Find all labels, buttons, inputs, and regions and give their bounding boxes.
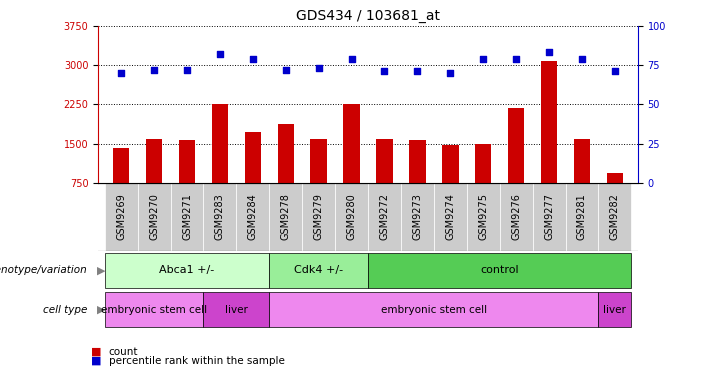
Bar bbox=[245, 132, 261, 183]
Bar bbox=[467, 183, 500, 251]
Bar bbox=[540, 61, 557, 183]
Bar bbox=[311, 139, 327, 183]
Text: genotype/variation: genotype/variation bbox=[0, 265, 88, 275]
Bar bbox=[203, 292, 269, 328]
Bar bbox=[475, 144, 491, 183]
Bar bbox=[146, 138, 163, 183]
Bar bbox=[236, 183, 269, 251]
Bar bbox=[203, 183, 236, 251]
Bar bbox=[343, 104, 360, 183]
Bar bbox=[368, 183, 401, 251]
Text: Abca1 +/-: Abca1 +/- bbox=[159, 265, 215, 275]
Bar bbox=[179, 139, 196, 183]
Bar bbox=[137, 183, 170, 251]
Text: GSM9270: GSM9270 bbox=[149, 194, 159, 240]
Bar bbox=[278, 124, 294, 183]
Bar bbox=[606, 173, 623, 183]
Point bbox=[280, 67, 292, 73]
Bar bbox=[599, 292, 632, 328]
Text: GSM9272: GSM9272 bbox=[379, 193, 390, 240]
Bar bbox=[368, 253, 632, 288]
Text: GSM9271: GSM9271 bbox=[182, 194, 192, 240]
Bar bbox=[104, 183, 137, 251]
Point bbox=[149, 67, 160, 73]
Point bbox=[609, 68, 620, 74]
Text: liver: liver bbox=[225, 305, 248, 315]
Text: GSM9281: GSM9281 bbox=[577, 194, 587, 240]
Bar bbox=[533, 183, 566, 251]
Text: GSM9282: GSM9282 bbox=[610, 194, 620, 240]
Text: GSM9275: GSM9275 bbox=[478, 193, 488, 240]
Bar bbox=[212, 104, 228, 183]
Bar bbox=[335, 183, 368, 251]
Text: embryonic stem cell: embryonic stem cell bbox=[101, 305, 207, 315]
Bar bbox=[376, 139, 393, 183]
Point bbox=[510, 56, 522, 61]
Title: GDS434 / 103681_at: GDS434 / 103681_at bbox=[296, 9, 440, 23]
Bar bbox=[269, 253, 368, 288]
Text: percentile rank within the sample: percentile rank within the sample bbox=[109, 355, 285, 366]
Text: liver: liver bbox=[604, 305, 626, 315]
Bar bbox=[508, 108, 524, 183]
Text: GSM9276: GSM9276 bbox=[511, 194, 521, 240]
Text: ▶: ▶ bbox=[97, 265, 106, 275]
Point bbox=[379, 68, 390, 74]
Text: GSM9274: GSM9274 bbox=[445, 194, 456, 240]
Point bbox=[313, 65, 325, 71]
Bar bbox=[409, 140, 426, 183]
Bar bbox=[113, 148, 130, 183]
Text: ▶: ▶ bbox=[97, 305, 106, 315]
Bar bbox=[170, 183, 203, 251]
Bar bbox=[104, 292, 203, 328]
Text: GSM9277: GSM9277 bbox=[544, 193, 554, 240]
Text: GSM9269: GSM9269 bbox=[116, 194, 126, 240]
Text: GSM9280: GSM9280 bbox=[346, 194, 357, 240]
Text: GSM9273: GSM9273 bbox=[412, 194, 423, 240]
Text: ■: ■ bbox=[91, 347, 102, 357]
Bar bbox=[442, 145, 458, 183]
Point bbox=[116, 70, 127, 76]
Bar bbox=[269, 292, 599, 328]
Text: cell type: cell type bbox=[43, 305, 88, 315]
Bar bbox=[401, 183, 434, 251]
Text: count: count bbox=[109, 347, 138, 357]
Text: embryonic stem cell: embryonic stem cell bbox=[381, 305, 487, 315]
Text: GSM9279: GSM9279 bbox=[313, 194, 324, 240]
Bar bbox=[104, 253, 269, 288]
Bar bbox=[566, 183, 599, 251]
Text: GSM9284: GSM9284 bbox=[248, 194, 258, 240]
Point bbox=[477, 56, 489, 61]
Point bbox=[411, 68, 423, 74]
Bar bbox=[599, 183, 632, 251]
Bar bbox=[302, 183, 335, 251]
Text: ■: ■ bbox=[91, 355, 102, 366]
Point bbox=[182, 67, 193, 73]
Point bbox=[247, 56, 259, 61]
Bar bbox=[500, 183, 533, 251]
Point bbox=[215, 51, 226, 57]
Text: GSM9278: GSM9278 bbox=[280, 194, 291, 240]
Text: Cdk4 +/-: Cdk4 +/- bbox=[294, 265, 343, 275]
Point bbox=[346, 56, 358, 61]
Point bbox=[444, 70, 456, 76]
Text: control: control bbox=[480, 265, 519, 275]
Text: GSM9283: GSM9283 bbox=[215, 194, 225, 240]
Bar bbox=[434, 183, 467, 251]
Point bbox=[576, 56, 587, 61]
Point bbox=[543, 49, 554, 55]
Bar bbox=[269, 183, 302, 251]
Bar bbox=[573, 139, 590, 183]
